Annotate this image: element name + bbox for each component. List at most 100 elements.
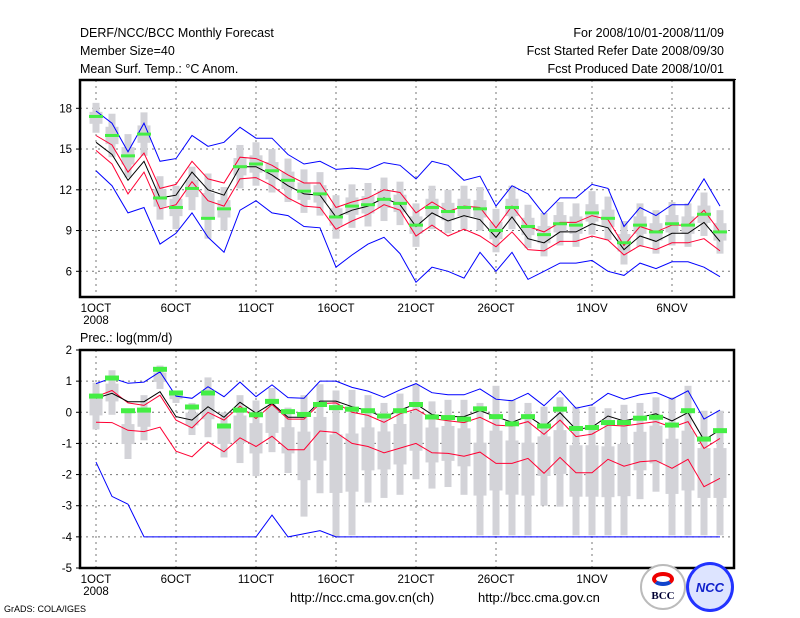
ensemble-quartile-box	[89, 396, 103, 416]
ensemble-quartile-box	[649, 425, 663, 464]
x-tick-label: 16OCT	[317, 574, 354, 586]
forecast-marker	[361, 408, 375, 414]
forecast-marker	[713, 230, 727, 234]
x-tick-label: 6NOV	[656, 303, 688, 315]
ensemble-quartile-box	[377, 431, 391, 470]
x-tick-label: 21OCT	[397, 574, 434, 586]
ensemble-quartile-box	[441, 425, 455, 461]
ensemble-quartile-box	[313, 416, 327, 461]
series-line-lower	[95, 421, 721, 488]
y-tick-label: 1	[66, 376, 72, 388]
series-line-min	[95, 461, 720, 538]
forecast-marker	[297, 189, 311, 193]
forecast-marker	[665, 222, 679, 226]
ensemble-quartile-box	[553, 430, 567, 474]
precip-chart-title: Prec.: log(mm/d)	[80, 331, 173, 345]
y-tick-label: 6	[66, 266, 72, 278]
produced-date: Fcst Produced Date 2008/10/01	[547, 62, 724, 76]
forecast-marker	[633, 223, 647, 227]
forecast-marker	[153, 196, 167, 200]
series-line-max	[95, 110, 721, 228]
ensemble-quartile-box	[233, 415, 247, 443]
ensemble-quartile-box	[153, 372, 167, 382]
ensemble-quartile-box	[217, 425, 231, 444]
forecast-marker	[553, 222, 567, 226]
forecast-marker	[393, 408, 407, 414]
forecast-marker	[489, 229, 503, 233]
forecast-marker	[89, 393, 103, 399]
forecast-marker	[617, 241, 631, 245]
forecast-marker	[313, 402, 327, 407]
ncc-logo: NCC	[686, 562, 734, 612]
ncc-url-link[interactable]: http://ncc.cma.gov.cn(ch)	[290, 590, 435, 605]
series-line-mean	[95, 141, 721, 251]
forecast-marker	[185, 186, 199, 190]
ensemble-quartile-box	[473, 442, 487, 496]
x-tick-year: 2008	[83, 315, 109, 327]
ensemble-quartile-box	[185, 412, 199, 426]
series-line-upper	[95, 389, 721, 450]
forecast-marker	[697, 436, 711, 442]
forecast-marker	[265, 169, 279, 173]
forecast-marker	[649, 230, 663, 234]
forecast-marker	[553, 406, 567, 412]
bcc-logo-text: BCC	[651, 590, 675, 602]
bcc-logo-swirl-icon	[652, 572, 674, 586]
ensemble-quartile-box	[601, 446, 615, 498]
forecast-marker	[105, 133, 119, 137]
forecast-marker	[521, 224, 535, 228]
forecast-marker	[377, 413, 391, 419]
ensemble-quartile-box	[137, 408, 151, 427]
forecast-marker	[201, 390, 215, 396]
x-tick-label: 26OCT	[477, 574, 514, 586]
ensemble-quartile-box	[521, 442, 535, 496]
forecast-marker	[569, 223, 583, 227]
y-tick-label: -4	[62, 532, 73, 544]
variable-label: Mean Surf. Temp.: °C Anom.	[80, 62, 239, 76]
ensemble-quartile-box	[569, 445, 583, 497]
forecast-marker	[169, 390, 183, 396]
y-tick-label: -5	[62, 563, 72, 575]
y-tick-label: 15	[59, 144, 72, 156]
forecast-marker	[425, 205, 439, 209]
ensemble-quartile-box	[505, 440, 519, 495]
forecast-period: For 2008/10/01-2008/11/09	[573, 26, 724, 40]
forecast-marker	[441, 210, 455, 214]
forecast-marker	[441, 415, 455, 421]
ensemble-quartile-box	[409, 412, 423, 451]
forecast-marker	[201, 216, 215, 220]
forecast-marker	[681, 223, 695, 227]
ncc-logo-text: NCC	[695, 580, 725, 595]
bcc-url-link[interactable]: http://bcc.cma.gov.cn	[478, 590, 600, 605]
x-tick-label: 11OCT	[238, 303, 274, 315]
forecast-marker	[457, 416, 471, 422]
series-line-min	[95, 170, 721, 284]
ensemble-quartile-box	[537, 436, 551, 477]
series-line-upper	[95, 135, 721, 247]
x-tick-label: 26OCT	[477, 303, 514, 315]
forecast-marker	[377, 197, 391, 201]
ensemble-quartile-box	[617, 443, 631, 497]
forecast-marker	[713, 428, 727, 434]
forecast-marker	[569, 425, 583, 431]
forecast-marker	[185, 404, 199, 410]
forecast-marker	[505, 205, 519, 209]
ensemble-quartile-box	[345, 433, 359, 492]
y-tick-label: 9	[66, 226, 72, 238]
forecast-marker	[137, 132, 151, 136]
y-tick-label: 0	[66, 407, 72, 419]
forecast-marker	[601, 420, 615, 426]
y-tick-label: 2	[66, 345, 72, 357]
grads-credit: GrADS: COLA/IGES	[4, 604, 87, 614]
ensemble-quartile-box	[489, 430, 503, 491]
forecast-marker	[585, 425, 599, 431]
ensemble-quartile-box	[681, 430, 695, 491]
forecast-marker	[489, 414, 503, 420]
forecast-marker	[521, 414, 535, 420]
y-tick-label: 12	[59, 185, 72, 197]
member-size: Member Size=40	[80, 44, 175, 58]
forecast-marker	[393, 201, 407, 205]
forecast-marker	[169, 205, 183, 209]
